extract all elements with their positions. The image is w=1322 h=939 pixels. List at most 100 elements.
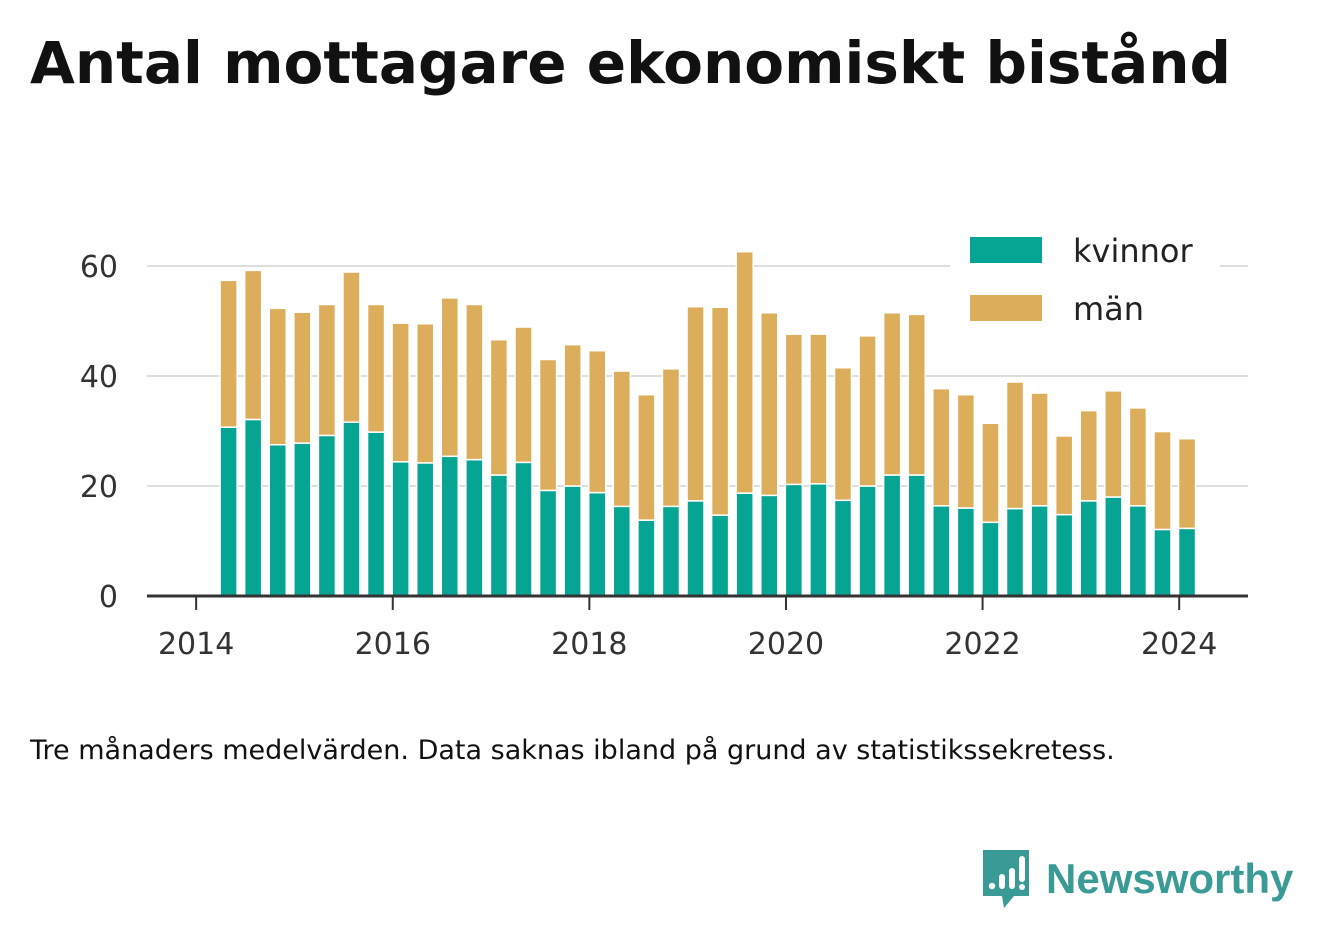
bar-kvinnor — [956, 507, 976, 597]
bar-kvinnor — [587, 491, 607, 597]
bar-kvinnor — [1054, 513, 1074, 597]
y-tick-label: 40 — [80, 360, 118, 395]
bar-män — [293, 311, 312, 444]
legend-label-kvinnor: kvinnor — [1073, 232, 1194, 270]
bar-män — [784, 333, 804, 486]
chart-title: Antal mottagare ekonomiskt bistånd — [30, 29, 1232, 97]
bar-män — [514, 326, 533, 464]
x-tick-label: 2020 — [748, 627, 824, 662]
bar-män — [981, 422, 1000, 524]
bar-kvinnor — [514, 461, 533, 597]
bar-män — [342, 271, 361, 423]
bar-chart: 0 20 40 60 2014 2016 2018 2020 2022 2024 kvinnor… — [79, 228, 1248, 662]
bar-kvinnor — [366, 431, 386, 597]
bar-kvinnor — [538, 489, 558, 597]
bar-kvinnor — [809, 483, 828, 597]
bar-män — [440, 297, 460, 458]
bar-män — [1104, 390, 1123, 498]
bar-kvinnor — [317, 434, 337, 597]
bar-kvinnor — [563, 485, 582, 597]
bar-män — [563, 343, 582, 487]
bar-män — [219, 279, 238, 428]
bar-kvinnor — [440, 455, 460, 597]
bar-män — [243, 269, 263, 421]
bar-kvinnor — [1030, 505, 1049, 597]
bar-kvinnor — [1128, 505, 1148, 597]
legend: kvinnor män — [950, 228, 1220, 338]
bar-kvinnor — [1079, 500, 1098, 597]
bar-män — [932, 387, 951, 507]
bar-kvinnor — [1104, 496, 1123, 597]
bar-män — [760, 312, 779, 497]
y-tick-label: 20 — [80, 470, 118, 505]
bar-män — [686, 305, 705, 502]
bar-män — [1177, 437, 1197, 530]
bar-kvinnor — [760, 494, 779, 597]
bar-män — [1153, 430, 1172, 531]
bar-män — [317, 303, 337, 437]
bar-kvinnor — [612, 505, 632, 597]
x-tick-label: 2018 — [551, 627, 627, 662]
legend-label-män: män — [1073, 290, 1144, 328]
bar-kvinnor — [932, 505, 951, 597]
y-tick-label: 0 — [99, 580, 118, 615]
bar-kvinnor — [1153, 528, 1172, 597]
bar-män — [858, 335, 877, 487]
bar-män — [661, 368, 681, 508]
x-tick-label: 2016 — [355, 627, 431, 662]
bar-kvinnor — [661, 505, 681, 597]
newsworthy-logo-icon — [983, 850, 1029, 908]
bar-kvinnor — [391, 461, 410, 597]
bar-män — [1079, 409, 1098, 502]
bar-kvinnor — [489, 474, 509, 597]
bar-kvinnor — [293, 442, 312, 597]
bars — [219, 250, 1197, 597]
bar-kvinnor — [858, 485, 877, 597]
bar-män — [465, 303, 484, 461]
bar-män — [637, 393, 656, 521]
bar-kvinnor — [882, 474, 902, 597]
brand-name: Newsworthy — [1046, 855, 1294, 902]
x-tick-label: 2022 — [944, 627, 1020, 662]
bar-män — [1128, 407, 1148, 507]
bar-kvinnor — [415, 462, 435, 597]
bar-män — [268, 307, 287, 446]
bar-kvinnor — [1005, 507, 1025, 597]
bar-män — [538, 358, 558, 492]
bar-män — [809, 333, 828, 485]
bar-män — [735, 250, 754, 494]
x-axis: 2014 2016 2018 2020 2022 2024 — [147, 594, 1248, 662]
bar-män — [1005, 381, 1025, 510]
bar-män — [833, 367, 853, 502]
bar-män — [415, 323, 435, 464]
legend-swatch-män — [970, 295, 1042, 321]
brand-logo[interactable]: Newsworthy — [980, 848, 1293, 910]
legend-swatch-kvinnor — [970, 237, 1042, 263]
y-axis-tick-labels: 0 20 40 60 — [80, 250, 118, 615]
bar-kvinnor — [268, 444, 287, 597]
bar-kvinnor — [784, 483, 804, 597]
chart-footnote: Tre månaders medelvärden. Data saknas ib… — [30, 735, 1115, 766]
bar-kvinnor — [686, 500, 705, 597]
bar-kvinnor — [735, 492, 754, 597]
x-tick-label: 2024 — [1141, 627, 1217, 662]
bar-män — [1030, 392, 1049, 507]
bar-män — [882, 312, 902, 476]
bar-kvinnor — [637, 519, 656, 597]
bar-män — [366, 303, 386, 433]
bar-kvinnor — [833, 499, 853, 597]
bar-kvinnor — [243, 418, 263, 597]
bar-kvinnor — [219, 426, 238, 597]
bar-män — [391, 322, 410, 463]
bar-män — [587, 349, 607, 494]
x-tick-label: 2014 — [158, 627, 234, 662]
bar-kvinnor — [1177, 527, 1197, 597]
bar-män — [1054, 435, 1074, 516]
bar-män — [956, 393, 976, 509]
bar-män — [489, 338, 509, 476]
bar-kvinnor — [710, 514, 730, 597]
bar-män — [612, 370, 632, 508]
bar-män — [710, 306, 730, 516]
bar-kvinnor — [981, 521, 1000, 597]
y-tick-label: 60 — [80, 250, 118, 285]
